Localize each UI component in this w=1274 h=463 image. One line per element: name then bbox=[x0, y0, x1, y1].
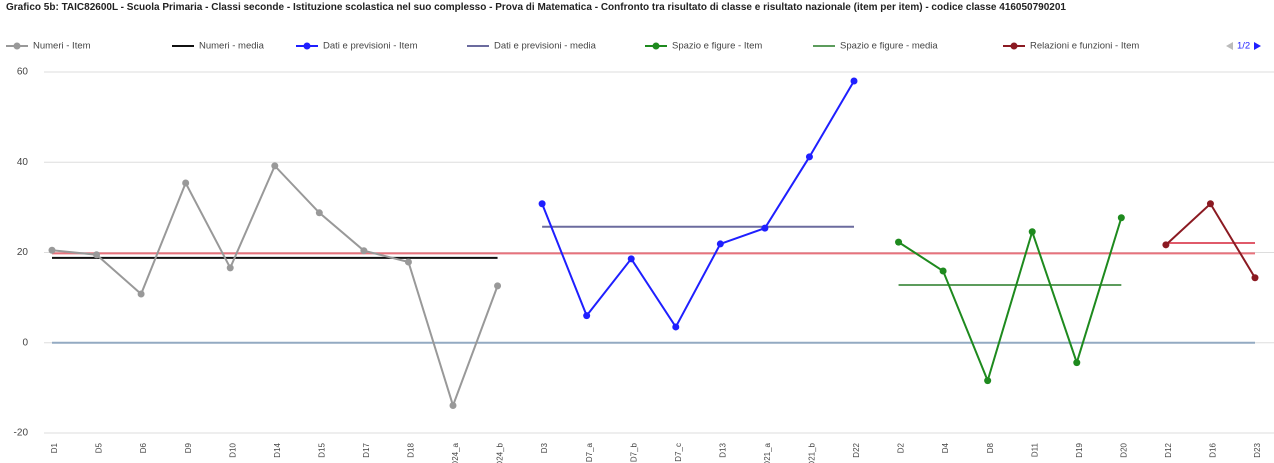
x-tick-label: D4 bbox=[941, 442, 950, 453]
point bbox=[404, 258, 412, 266]
x-tick-label: D22 bbox=[852, 442, 861, 457]
legend-label: Spazio e figure - Item bbox=[672, 41, 762, 52]
point bbox=[805, 153, 813, 161]
x-tick-label: D15 bbox=[317, 442, 326, 457]
x-tick-label: D19 bbox=[1075, 442, 1084, 457]
legend-marker bbox=[13, 42, 21, 50]
y-tick-label: 20 bbox=[17, 247, 29, 258]
point bbox=[761, 224, 769, 232]
point bbox=[226, 264, 234, 272]
y-tick-label: -20 bbox=[14, 428, 29, 439]
legend-label: Dati e previsioni - Item bbox=[323, 41, 418, 52]
legend-item: Dati e previsioni - Item bbox=[296, 41, 418, 52]
x-tick-label: D3 bbox=[540, 442, 549, 453]
series-line bbox=[541, 80, 855, 329]
point bbox=[449, 401, 457, 409]
y-tick-label: 0 bbox=[22, 337, 28, 348]
point bbox=[494, 282, 502, 290]
legend-marker bbox=[1010, 42, 1018, 50]
point bbox=[583, 312, 591, 320]
legend-item: Numeri - Item bbox=[6, 41, 91, 52]
point bbox=[672, 323, 680, 331]
point bbox=[1251, 274, 1259, 282]
legend-item: Spazio e figure - media bbox=[813, 41, 938, 52]
point bbox=[360, 247, 368, 255]
point bbox=[315, 209, 323, 217]
series-line bbox=[1165, 202, 1256, 279]
x-tick-label: D5 bbox=[95, 442, 104, 453]
x-tick-label: D21_b bbox=[808, 442, 817, 463]
x-tick-label: D24_a bbox=[451, 442, 460, 463]
point bbox=[1028, 228, 1036, 236]
legend-next[interactable] bbox=[1254, 42, 1261, 50]
legend-marker bbox=[303, 42, 311, 50]
legend-page: 1/2 bbox=[1237, 41, 1250, 52]
x-tick-label: D21_a bbox=[763, 442, 772, 463]
point bbox=[895, 238, 903, 246]
legend-item: Spazio e figure - Item bbox=[645, 41, 762, 52]
legend-label: Spazio e figure - media bbox=[840, 41, 938, 52]
x-tick-label: D20 bbox=[1119, 442, 1128, 457]
x-tick-label: D11 bbox=[1030, 442, 1039, 457]
x-tick-label: D23 bbox=[1253, 442, 1262, 457]
point bbox=[182, 179, 190, 187]
series-line bbox=[51, 164, 499, 409]
point bbox=[538, 200, 546, 208]
x-tick-label: D7_b bbox=[629, 442, 638, 462]
point bbox=[137, 290, 145, 298]
legend-label: Numeri - media bbox=[199, 41, 265, 52]
legend-item: Dati e previsioni - media bbox=[467, 41, 597, 52]
x-tick-label: D2 bbox=[897, 442, 906, 453]
legend-label: Relazioni e funzioni - Item bbox=[1030, 41, 1139, 52]
point bbox=[93, 251, 101, 259]
legend-item: Numeri - media bbox=[172, 41, 265, 52]
legend-marker bbox=[652, 42, 660, 50]
y-tick-label: 60 bbox=[17, 67, 29, 78]
series-line bbox=[898, 217, 1123, 384]
x-tick-label: D8 bbox=[986, 442, 995, 453]
x-tick-label: D6 bbox=[139, 442, 148, 453]
x-tick-label: D13 bbox=[718, 442, 727, 457]
legend-prev bbox=[1226, 42, 1233, 50]
legend-label: Numeri - Item bbox=[33, 41, 91, 52]
x-tick-label: D18 bbox=[407, 442, 416, 457]
point bbox=[627, 255, 635, 263]
x-tick-label: D7_c bbox=[674, 443, 683, 462]
point bbox=[48, 246, 56, 254]
point bbox=[1073, 359, 1081, 367]
x-tick-label: D12 bbox=[1164, 442, 1173, 457]
y-tick-label: 40 bbox=[17, 157, 29, 168]
x-tick-label: D24_b bbox=[496, 442, 505, 463]
point bbox=[716, 240, 724, 248]
point bbox=[1162, 241, 1170, 249]
x-tick-label: D10 bbox=[228, 442, 237, 457]
x-tick-label: D17 bbox=[362, 442, 371, 457]
point bbox=[984, 377, 992, 385]
x-tick-label: D7_a bbox=[585, 442, 594, 462]
point bbox=[850, 77, 858, 85]
point bbox=[1117, 214, 1125, 222]
legend-label: Dati e previsioni - media bbox=[494, 41, 597, 52]
x-tick-label: D16 bbox=[1209, 442, 1218, 457]
x-tick-label: D9 bbox=[184, 442, 193, 453]
point bbox=[939, 267, 947, 275]
point bbox=[271, 162, 279, 170]
x-tick-label: D14 bbox=[273, 442, 282, 457]
chart-title: Grafico 5b: TAIC82600L - Scuola Primaria… bbox=[6, 2, 1066, 13]
x-tick-label: D1 bbox=[50, 442, 59, 453]
legend-item: Relazioni e funzioni - Item bbox=[1003, 41, 1139, 52]
point bbox=[1206, 200, 1214, 208]
